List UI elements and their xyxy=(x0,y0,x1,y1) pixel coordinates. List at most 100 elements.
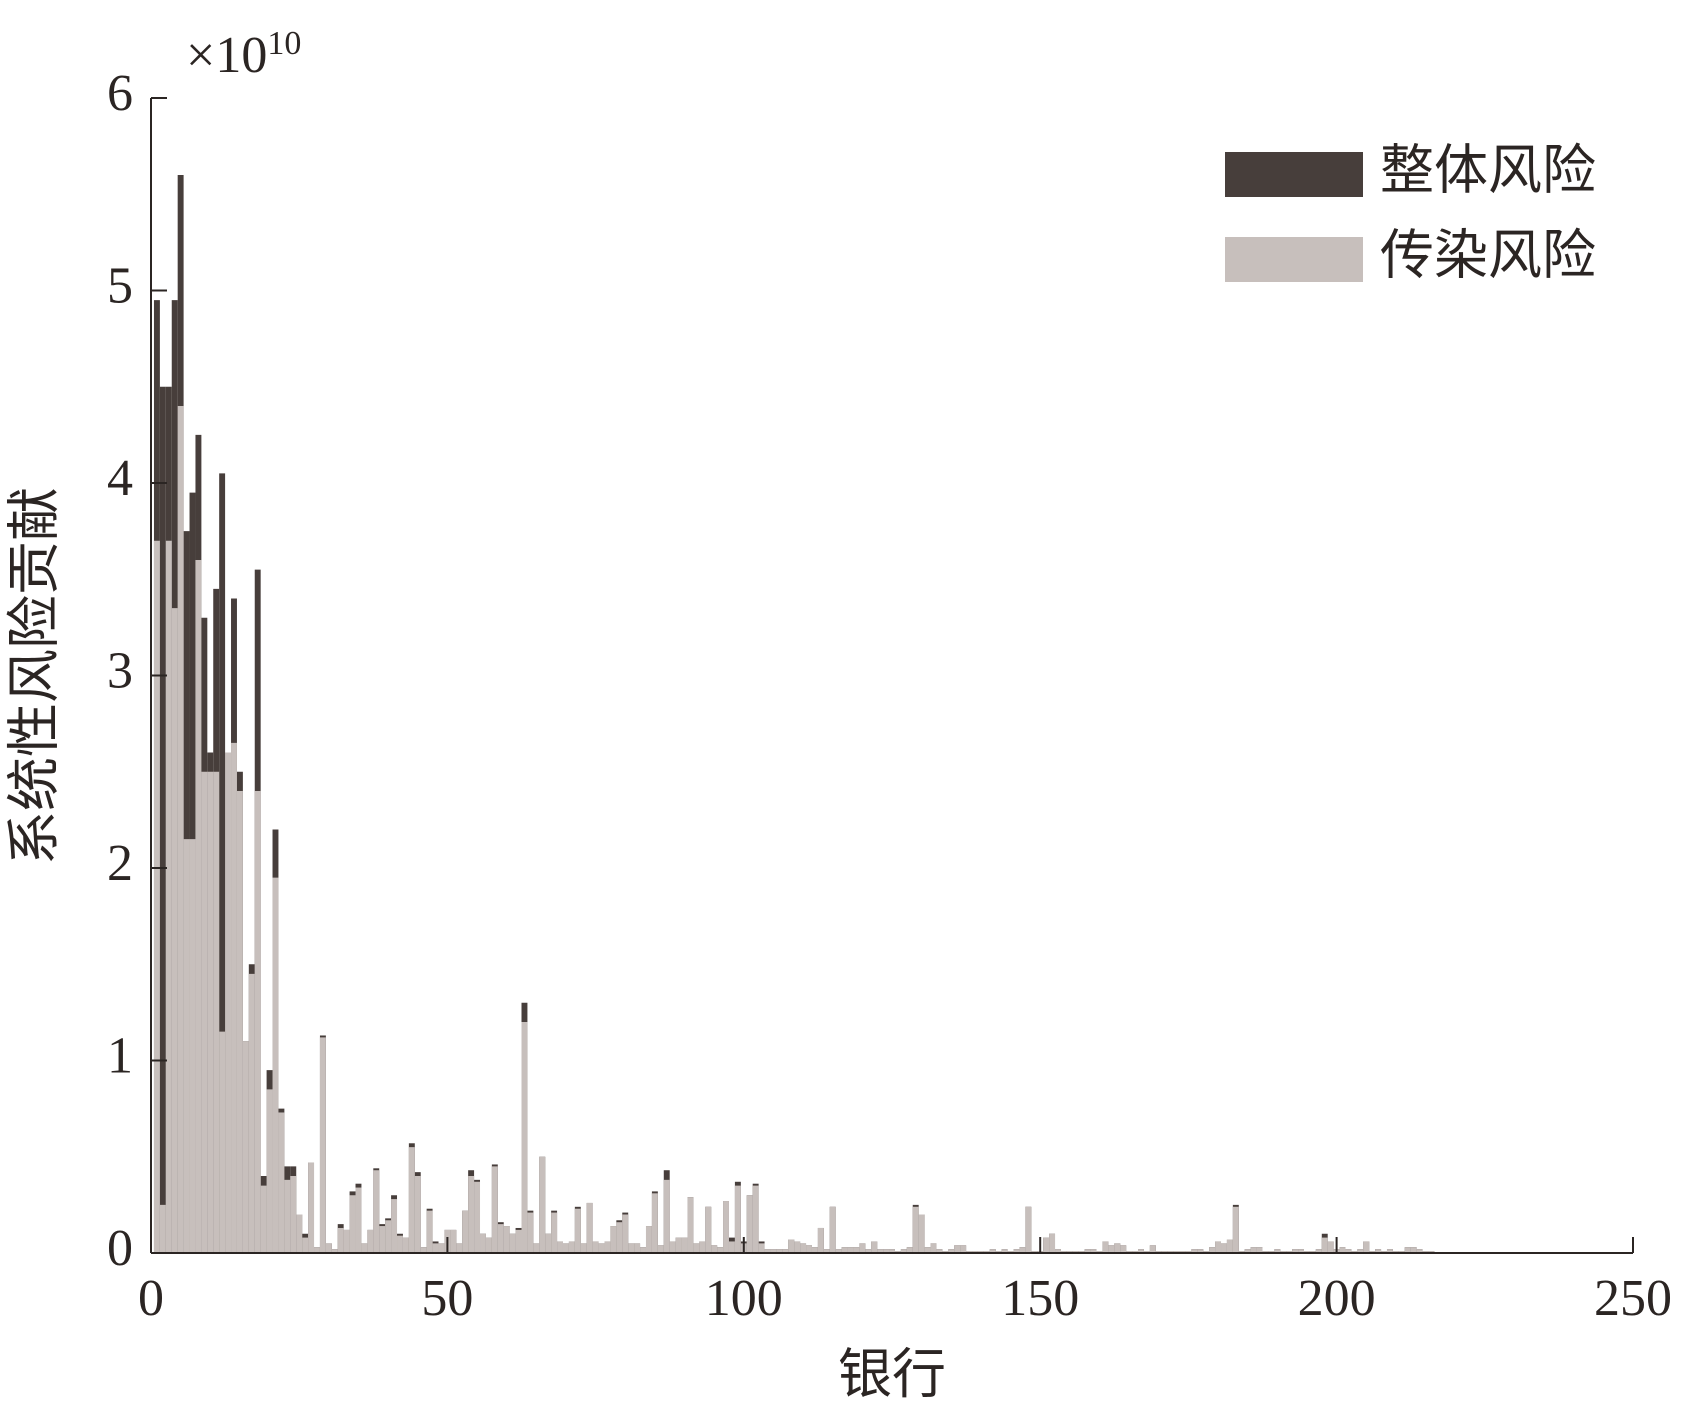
bar xyxy=(699,1241,706,1253)
x-tick-label: 150 xyxy=(1001,1270,1079,1327)
bar xyxy=(201,771,208,1253)
bar xyxy=(989,1249,996,1253)
bar xyxy=(1084,1249,1091,1253)
bar xyxy=(1375,1249,1382,1253)
bar xyxy=(474,1181,481,1253)
bar xyxy=(1108,1245,1115,1253)
bar xyxy=(521,1022,528,1253)
bar xyxy=(906,1247,913,1253)
bar xyxy=(1191,1249,1198,1253)
bar xyxy=(177,406,184,1253)
bar xyxy=(681,1237,688,1253)
bar xyxy=(717,1247,724,1253)
bar xyxy=(296,1214,303,1253)
bar xyxy=(1138,1249,1144,1253)
bar xyxy=(1114,1243,1121,1253)
bar xyxy=(213,771,220,1253)
bar xyxy=(1049,1233,1056,1253)
bar xyxy=(533,1243,540,1253)
bar xyxy=(770,1249,777,1253)
bar xyxy=(811,1247,818,1253)
bar xyxy=(491,1166,498,1253)
bar xyxy=(1315,1249,1322,1253)
bar xyxy=(272,877,279,1253)
y-tick-label: 1 xyxy=(107,1027,133,1084)
bar xyxy=(1274,1249,1281,1253)
bar xyxy=(397,1235,403,1253)
x-axis-label: 银行 xyxy=(838,1344,946,1404)
bar xyxy=(705,1206,712,1253)
bar xyxy=(219,473,226,1253)
bar xyxy=(308,1162,315,1253)
bar xyxy=(847,1247,854,1253)
bar xyxy=(877,1249,884,1253)
bar xyxy=(1404,1247,1411,1253)
y-multiplier: ×1010 xyxy=(186,25,301,84)
bar xyxy=(900,1249,907,1253)
bar xyxy=(628,1243,635,1253)
bar xyxy=(728,1241,735,1253)
bar xyxy=(391,1199,398,1253)
bar xyxy=(248,973,255,1253)
bar xyxy=(1292,1249,1299,1253)
bar xyxy=(930,1243,937,1253)
bar xyxy=(687,1197,694,1253)
bar xyxy=(829,1206,836,1253)
bar xyxy=(426,1210,433,1253)
bar xyxy=(954,1245,961,1253)
bar xyxy=(432,1243,439,1253)
bar xyxy=(1209,1247,1216,1253)
bar xyxy=(1363,1241,1370,1253)
bar xyxy=(219,1031,226,1253)
bar xyxy=(1232,1206,1239,1253)
y-tick-label: 5 xyxy=(107,257,133,314)
bar xyxy=(539,1156,546,1253)
bar xyxy=(319,1037,326,1253)
bar xyxy=(823,1249,830,1253)
bar xyxy=(574,1208,581,1253)
bar xyxy=(936,1249,943,1253)
bar xyxy=(1339,1247,1346,1253)
bar xyxy=(480,1233,486,1253)
bar xyxy=(236,791,243,1253)
bar xyxy=(634,1243,641,1253)
bar xyxy=(515,1229,522,1253)
bar xyxy=(645,1226,652,1253)
bar xyxy=(485,1237,492,1253)
legend-swatch xyxy=(1225,237,1363,282)
bar xyxy=(752,1185,759,1253)
y-tick-label: 0 xyxy=(107,1220,133,1277)
bar xyxy=(1090,1249,1097,1253)
bar xyxy=(598,1243,605,1253)
bar xyxy=(853,1247,860,1253)
bar xyxy=(562,1243,569,1253)
bar xyxy=(948,1249,955,1253)
bar xyxy=(663,1179,670,1253)
bar xyxy=(1250,1247,1257,1253)
bar xyxy=(450,1229,457,1253)
bar xyxy=(1025,1206,1032,1253)
bar xyxy=(325,1243,332,1253)
bar xyxy=(871,1241,878,1253)
bar xyxy=(557,1241,563,1253)
bar xyxy=(734,1185,741,1253)
bar xyxy=(408,1147,415,1253)
bar xyxy=(794,1241,801,1253)
bar xyxy=(841,1247,848,1253)
bar xyxy=(1215,1241,1222,1253)
bar xyxy=(1416,1249,1423,1253)
bar xyxy=(586,1202,593,1253)
bar xyxy=(314,1247,320,1253)
bar xyxy=(503,1226,510,1253)
bar xyxy=(165,540,172,1253)
x-tick-label: 100 xyxy=(705,1270,783,1327)
bar xyxy=(758,1243,765,1253)
bar xyxy=(1001,1249,1008,1253)
bar xyxy=(420,1247,427,1253)
bar xyxy=(207,771,214,1253)
bar xyxy=(1327,1241,1334,1253)
bar xyxy=(1321,1237,1328,1253)
bar xyxy=(723,1201,729,1253)
bar xyxy=(551,1212,558,1253)
bar xyxy=(1357,1249,1364,1253)
